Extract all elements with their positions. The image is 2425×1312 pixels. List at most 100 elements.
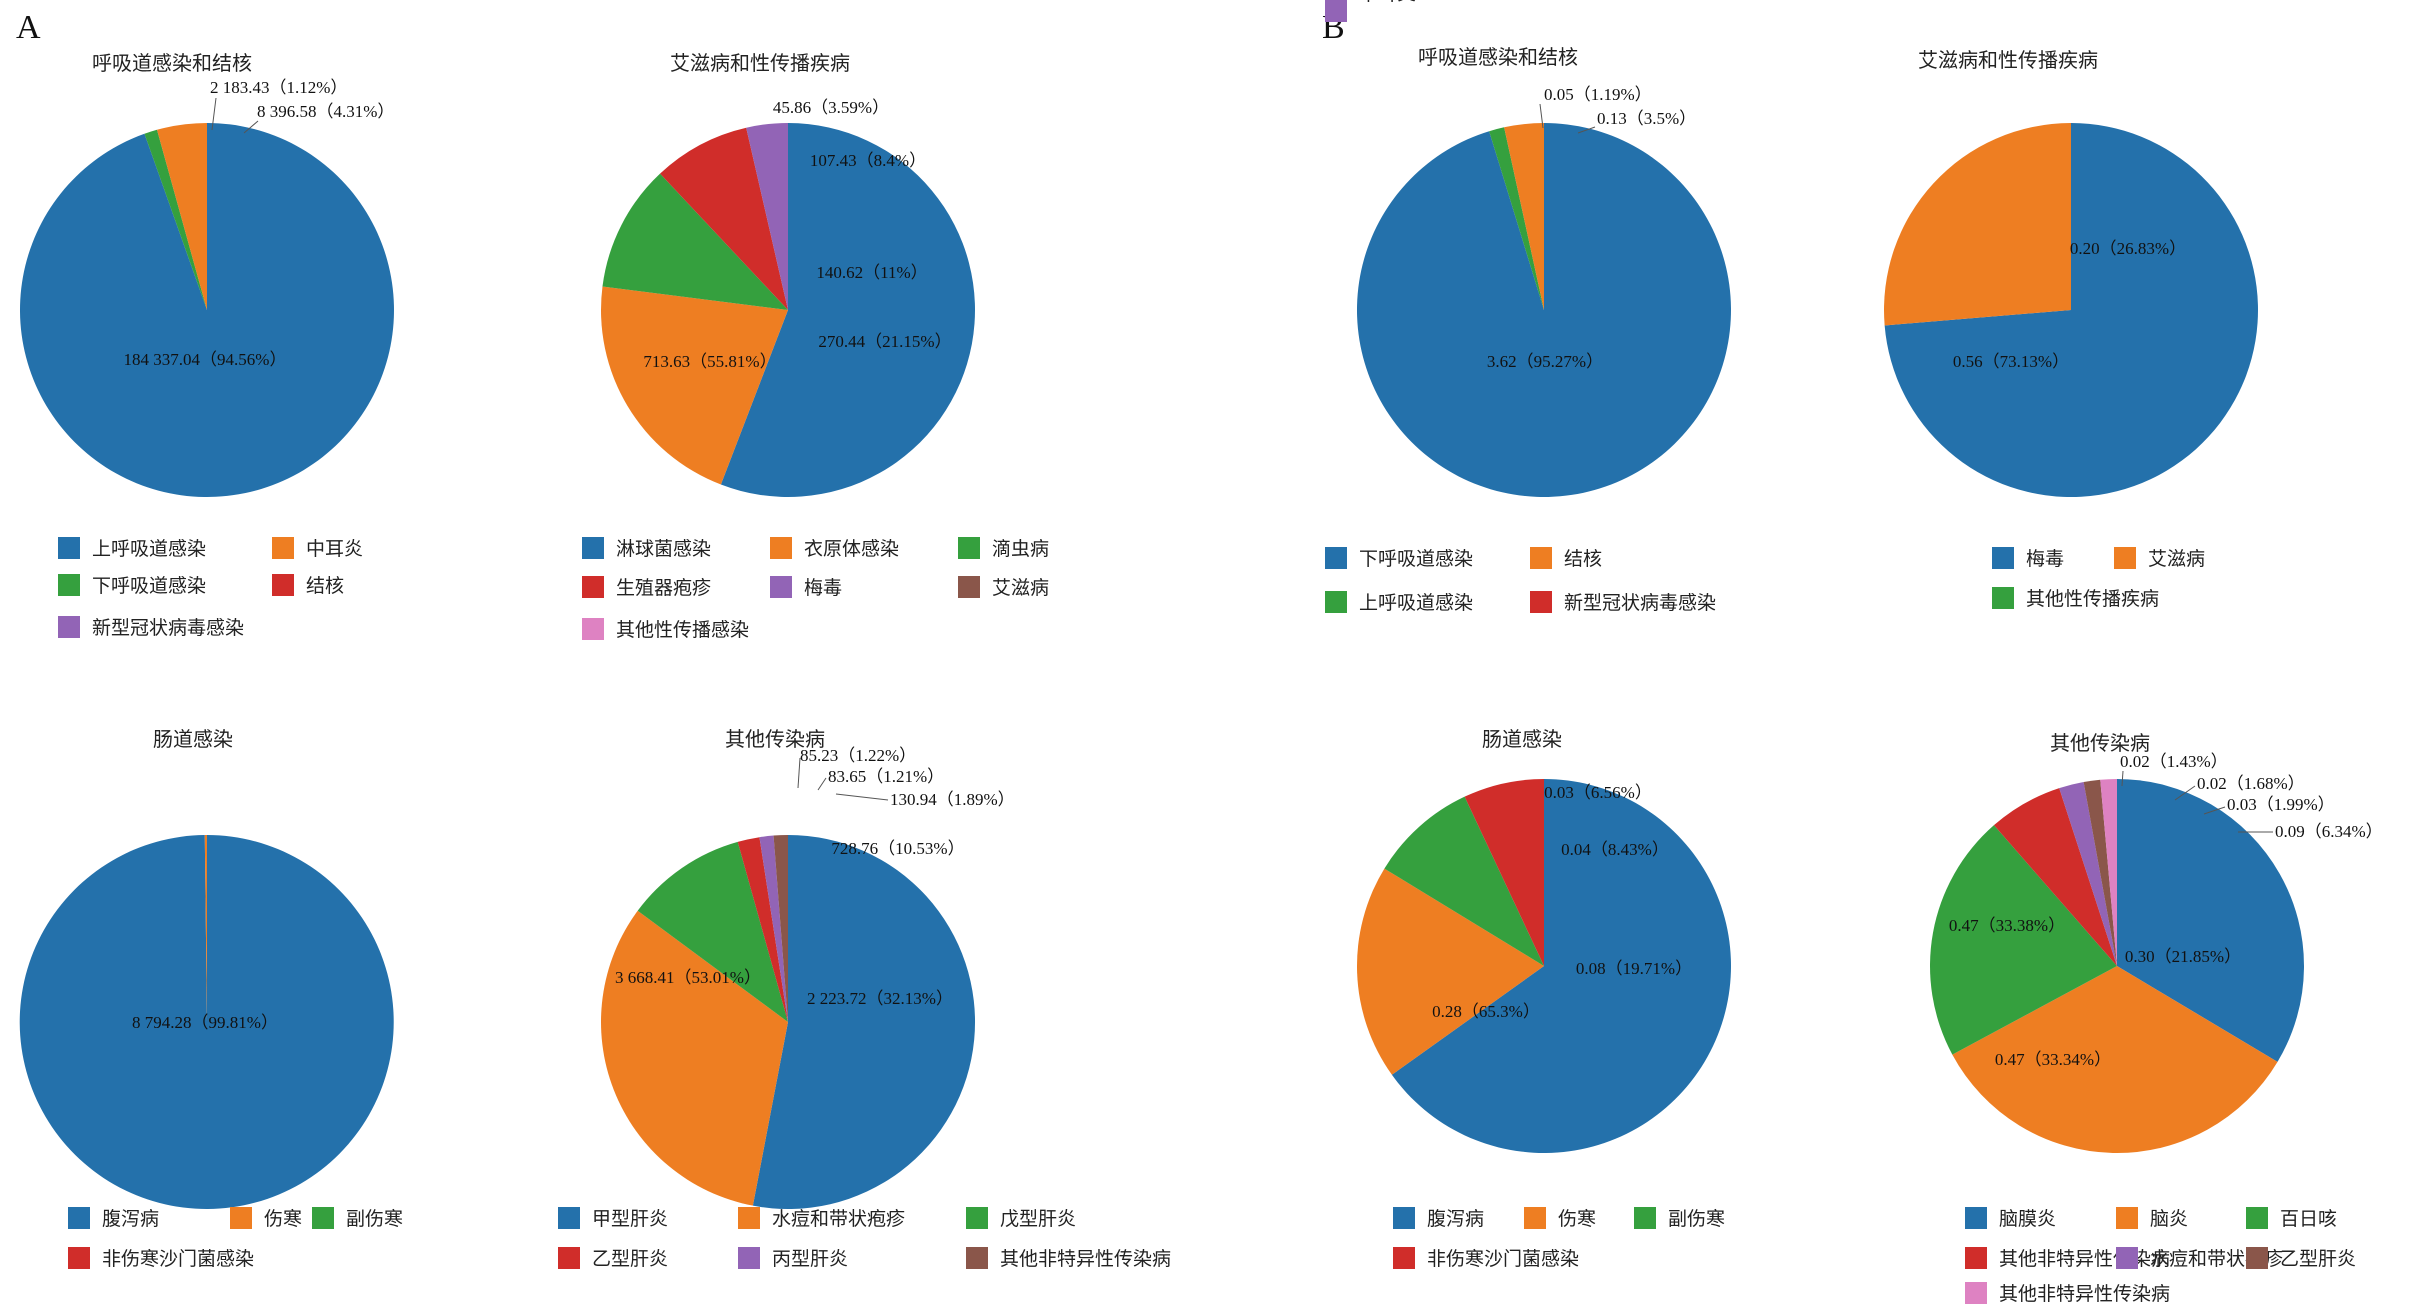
legend-entry: 下呼吸道感染 [1359, 548, 1473, 570]
legend-entry: 其他非特异性传染病 [1999, 1283, 2170, 1305]
slice-label: 270.44（21.15%） [818, 332, 951, 351]
slice-label: 0.09（6.34%） [2275, 822, 2383, 841]
legend-entry: 腹泻病 [1427, 1208, 1484, 1230]
slice-callout-line [211, 97, 217, 131]
pie-slice [1464, 779, 1544, 966]
slice-label: 2 223.72（32.13%） [807, 989, 953, 1008]
legend-swatch [582, 618, 604, 640]
legend-entry: 滴虫病 [992, 538, 1049, 560]
chart-title: 肠道感染 [1482, 727, 1562, 751]
slice-label: 3 668.41（53.01%） [615, 968, 761, 987]
legend-swatch [558, 1207, 580, 1229]
slice-label: 0.56（73.13%） [1953, 352, 2069, 371]
pie-slice [720, 123, 976, 497]
legend-swatch [2116, 1207, 2138, 1229]
legend-swatch [68, 1247, 90, 1269]
pie-slice [144, 129, 207, 310]
legend-entry: 脑炎 [2150, 1208, 2188, 1230]
pie-slice [601, 286, 788, 485]
slice-label: 3.62（95.27%） [1487, 352, 1603, 371]
pie-slice [1356, 868, 1544, 1075]
slice-label: 0.30（21.85%） [2125, 947, 2241, 966]
legend-entry: 其他非特异性传染病 [1999, 1248, 2170, 1270]
legend-swatch [770, 537, 792, 559]
slice-callout-line [797, 757, 801, 789]
pie-slice [637, 841, 788, 1022]
legend-swatch [1965, 1207, 1987, 1229]
slice-label: 0.05（1.19%） [1544, 85, 1652, 104]
slice-label: 8 794.28（99.81%） [132, 1013, 278, 1032]
legend-entry: 脑膜炎 [1999, 1208, 2056, 1230]
pie-slice [2117, 779, 2304, 1062]
legend-entry: 新型冠状病毒感染 [92, 617, 244, 639]
pie-slice [19, 123, 394, 497]
legend-swatch [1393, 1247, 1415, 1269]
slice-label: 0.20（26.83%） [2070, 239, 2186, 258]
legend-entry: 生殖器疱疹 [616, 577, 711, 599]
legend-swatch [966, 1247, 988, 1269]
legend-swatch [958, 537, 980, 559]
pie-slice [2083, 779, 2117, 966]
legend-swatch [272, 537, 294, 559]
legend-entry: 其他非特异性传染病 [1000, 1248, 1171, 1270]
legend-swatch [2246, 1207, 2268, 1229]
legend-entry: 上呼吸道感染 [92, 538, 206, 560]
slice-label: 107.43（8.4%） [810, 151, 926, 170]
legend-swatch [1524, 1207, 1546, 1229]
chart-title: 呼吸道感染和结核 [92, 51, 252, 75]
legend-swatch [58, 537, 80, 559]
legend-swatch [1992, 587, 2014, 609]
pie-slice [773, 835, 788, 1022]
chart-title: 呼吸道感染和结核 [1418, 45, 1578, 69]
slice-label: 2 183.43（1.12%） [210, 78, 347, 97]
chart-title: 艾滋病和性传播疾病 [670, 51, 850, 75]
legend-entry: 非伤寒沙门菌感染 [1427, 1248, 1579, 1270]
legend-entry: 结核 [1564, 548, 1602, 570]
legend-entry: 其他性传播疾病 [2026, 588, 2159, 610]
legend-swatch [1965, 1247, 1987, 1269]
slice-callout-line [2121, 770, 2124, 787]
legend-entry: 丙型肝炎 [772, 1248, 848, 1270]
legend-swatch [272, 574, 294, 596]
legend-swatch [312, 1207, 334, 1229]
pie-slice [2059, 782, 2117, 966]
slice-callout-line [817, 777, 827, 791]
slice-label: 0.03（1.99%） [2227, 795, 2335, 814]
pie-slice [759, 835, 788, 1022]
legend-entry: 艾滋病 [992, 577, 1049, 599]
slice-label: 0.02（1.68%） [2197, 774, 2305, 793]
legend-swatch [582, 576, 604, 598]
slice-label: 0.08（19.71%） [1576, 959, 1692, 978]
legend-entry: 腹泻病 [102, 1208, 159, 1230]
legend-entry: 乙型肝炎 [2280, 1248, 2356, 1270]
legend-swatch [68, 1207, 90, 1229]
legend-entry: 梅毒 [804, 577, 842, 599]
slice-label: 728.76（10.53%） [831, 839, 964, 858]
legend-entry: 艾滋病 [2148, 548, 2205, 570]
pie-slice [2100, 778, 2117, 966]
legend-swatch [1325, 547, 1347, 569]
legend-swatch [58, 574, 80, 596]
slice-callout-line [2174, 785, 2196, 801]
slice-label: 0.28（65.3%） [1432, 1002, 1540, 1021]
slice-callout-line [1577, 126, 1596, 134]
legend-swatch [582, 537, 604, 559]
pie-slice [1884, 123, 2259, 497]
pie-slice [1356, 123, 1731, 497]
pie-slice [1884, 123, 2071, 326]
pie-slice [1930, 825, 2117, 1055]
legend-swatch [1530, 591, 1552, 613]
legend-entry: 戊型肝炎 [1000, 1208, 1076, 1230]
pie-slice [1391, 779, 1731, 1153]
slice-label: 0.47（33.34%） [1995, 1050, 2111, 1069]
legend-swatch [966, 1207, 988, 1229]
slice-callout-line [2203, 806, 2226, 815]
legend-swatch [738, 1247, 760, 1269]
legend-swatch [230, 1207, 252, 1229]
slice-label: 83.65（1.21%） [828, 767, 944, 786]
legend-swatch [1530, 547, 1552, 569]
legend-entry: 伤寒 [1558, 1208, 1596, 1230]
legend-swatch [1965, 1282, 1987, 1304]
slice-label: 713.63（55.81%） [643, 352, 776, 371]
legend-entry: 衣原体感染 [804, 538, 899, 560]
